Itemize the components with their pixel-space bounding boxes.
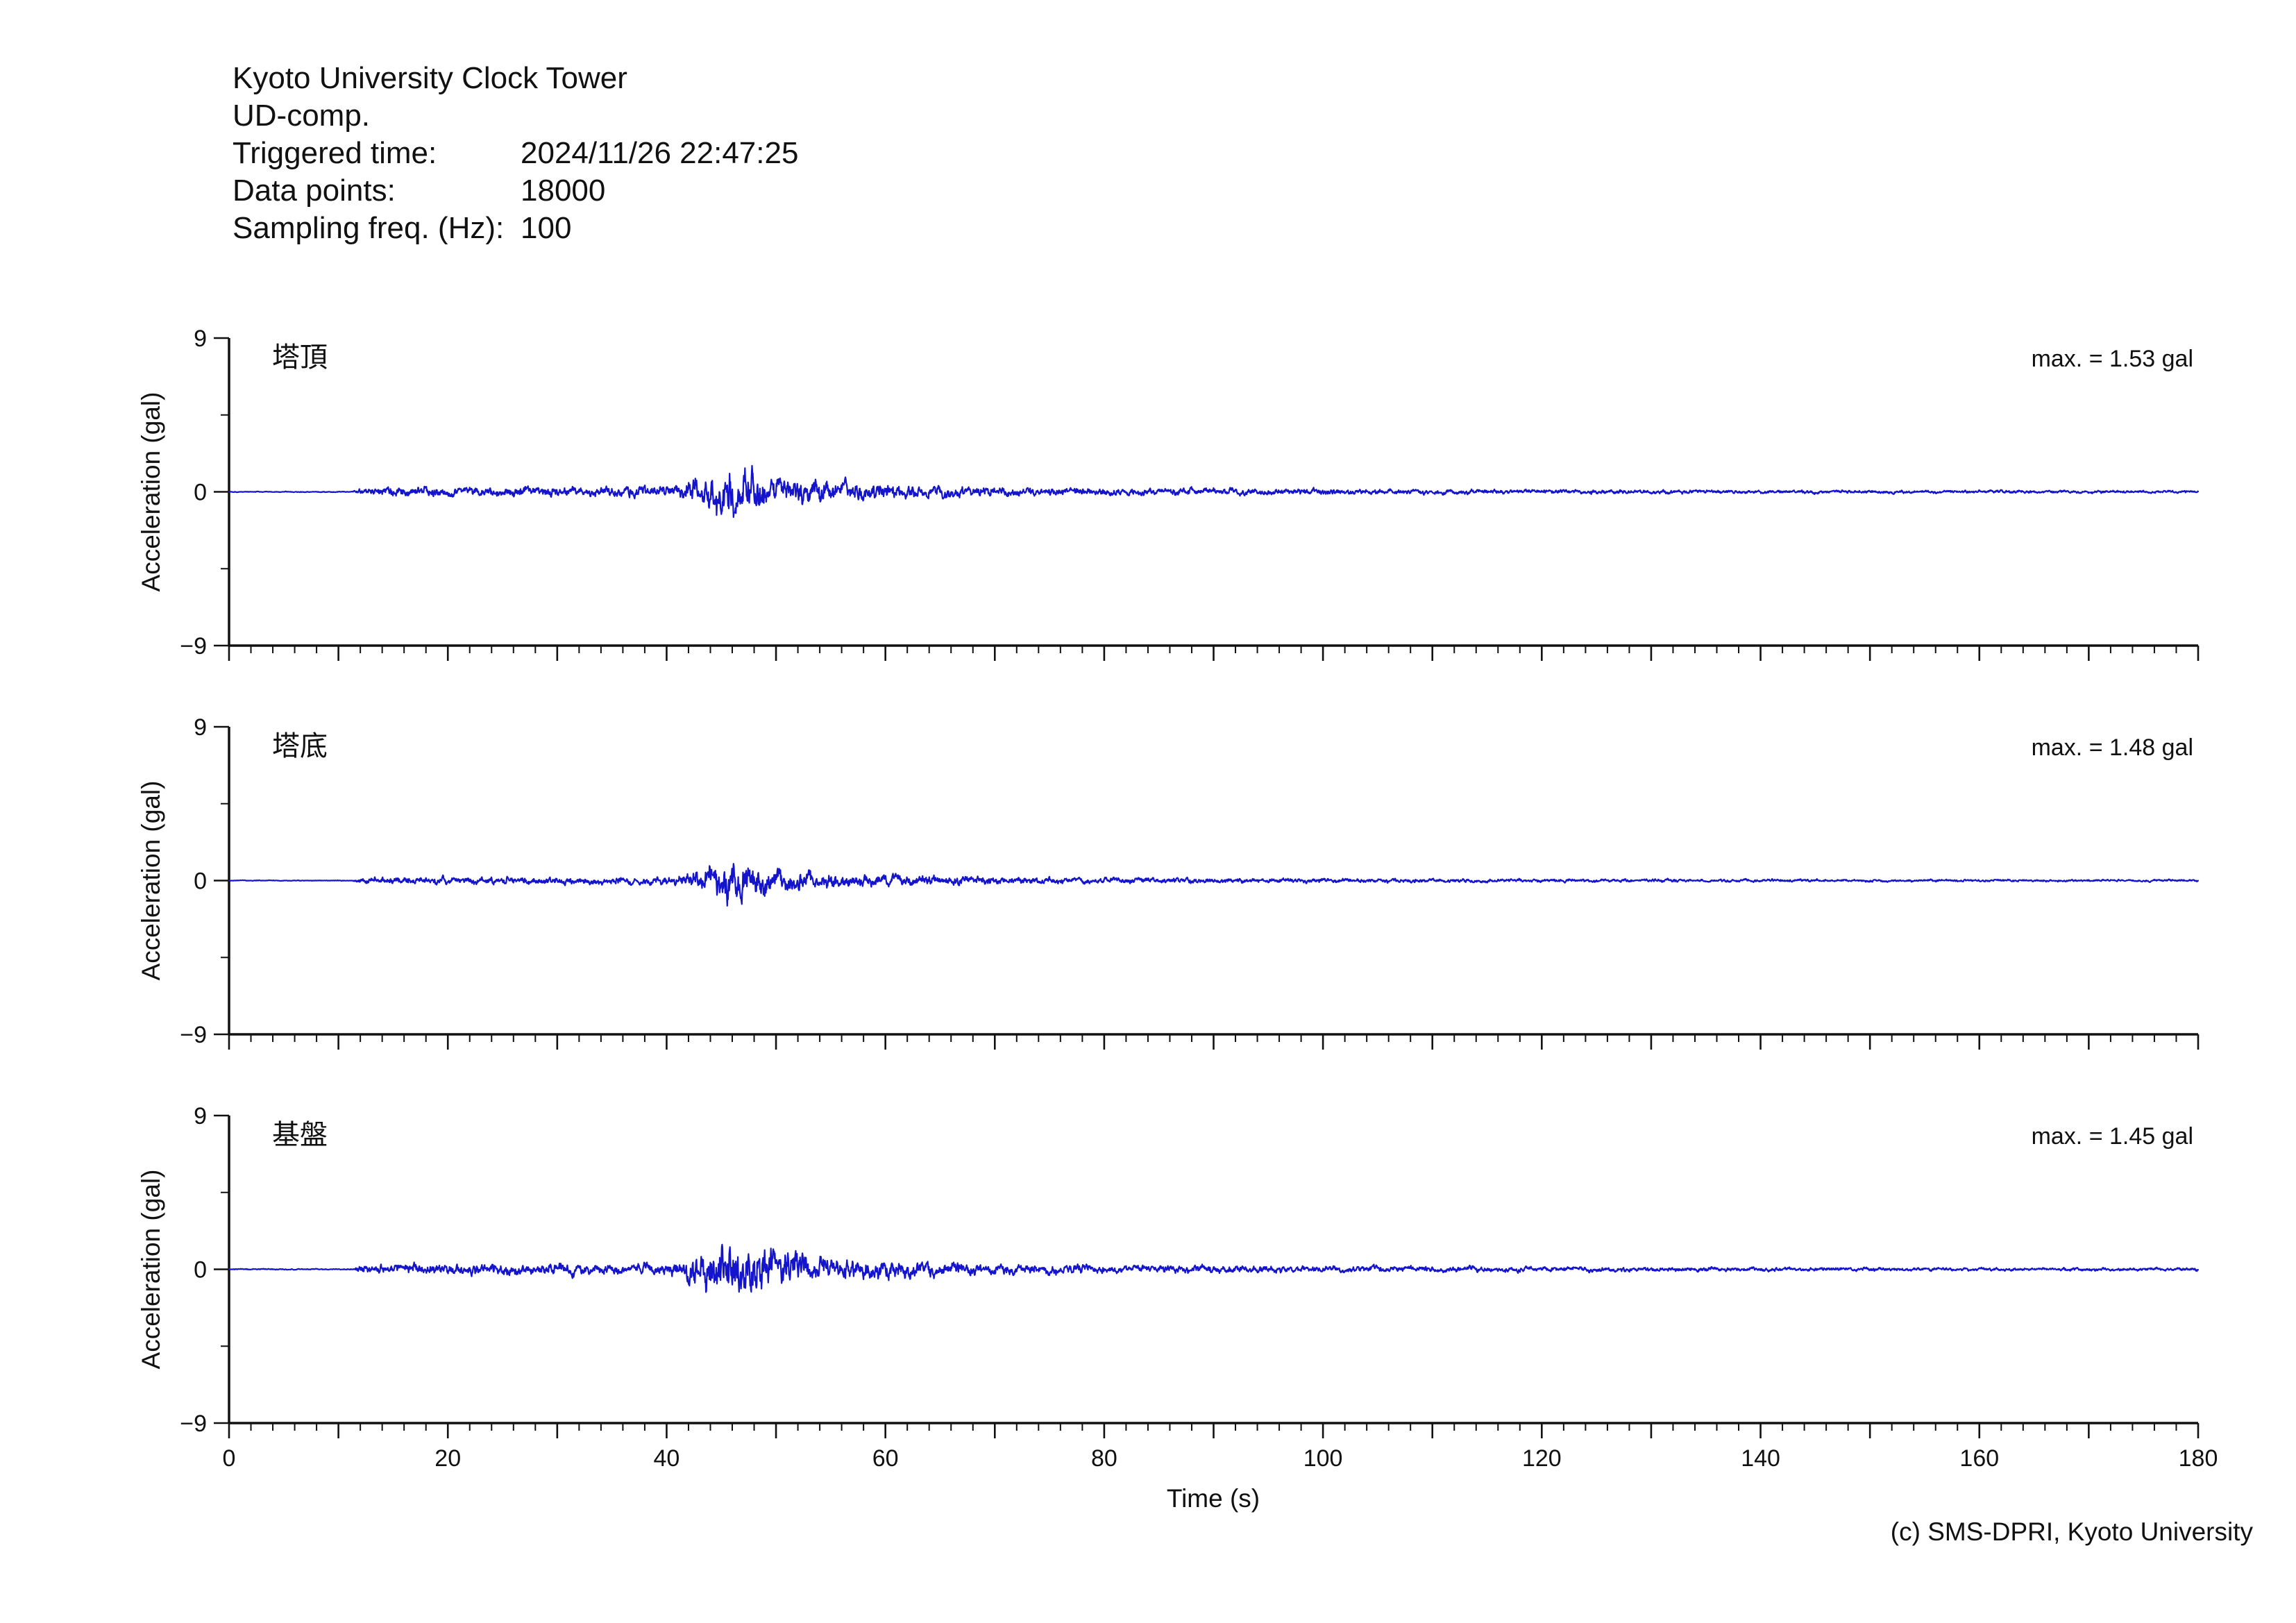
series-label: 塔頂 <box>272 342 328 373</box>
y-tick-labels: 9 0 −9 <box>180 326 207 659</box>
triggered-time-value: 2024/11/26 22:47:25 <box>521 136 799 170</box>
y-tick-label: 9 <box>194 326 207 352</box>
sampling-freq-label: Sampling freq. (Hz): <box>233 211 505 245</box>
y-tick-label: −9 <box>180 1411 207 1437</box>
waveform-trace <box>228 464 2200 519</box>
y-axis-title: Acceleration (gal) <box>137 1170 165 1370</box>
header-info: Kyoto University Clock Tower UD-comp. Tr… <box>233 60 798 247</box>
y-axis-title: Acceleration (gal) <box>137 781 165 981</box>
copyright-credit: (c) SMS-DPRI, Kyoto University <box>1890 1517 2253 1546</box>
x-tick-label: 100 <box>1303 1445 1343 1472</box>
data-points-label: Data points: <box>233 174 396 208</box>
waveform-plot: Acceleration (gal) 塔頂 max. = 1.53 gal 9 0… <box>137 326 2200 661</box>
header-row-data-points: Data points: 18000 <box>233 172 798 210</box>
x-tick-label: 80 <box>1091 1445 1117 1472</box>
max-value-label: max. = 1.48 gal <box>2032 734 2193 761</box>
series-label: 基盤 <box>272 1120 328 1150</box>
sampling-freq-value: 100 <box>521 211 572 245</box>
y-tick-label: 9 <box>194 714 207 741</box>
header-row-triggered-time: Triggered time: 2024/11/26 22:47:25 <box>233 135 798 172</box>
series-label: 塔底 <box>272 731 328 762</box>
header-row-sampling-freq: Sampling freq. (Hz): 100 <box>233 210 798 247</box>
component-label: UD-comp. <box>233 99 371 133</box>
x-tick-label: 20 <box>434 1445 461 1472</box>
max-value-label: max. = 1.53 gal <box>2032 346 2193 372</box>
x-tick-label: 60 <box>872 1445 899 1472</box>
y-tick-label: −9 <box>180 633 207 659</box>
x-tick-label: 180 <box>2179 1445 2218 1472</box>
chart-tower-bottom: Acceleration (gal) 塔底 max. = 1.48 gal 9 0… <box>0 694 2296 1083</box>
x-tick-labels: 0 20 40 60 80 100 120 140 160 180 <box>223 1445 2218 1472</box>
chart-tower-top: Acceleration (gal) 塔頂 max. = 1.53 gal 9 0… <box>0 305 2296 694</box>
x-axis-title: Time (s) <box>1166 1484 1260 1513</box>
y-tick-label: 0 <box>194 1257 207 1284</box>
x-tick-label: 120 <box>1522 1445 1562 1472</box>
data-points-value: 18000 <box>521 174 606 208</box>
chart-foundation: Acceleration (gal) 基盤 max. = 1.45 gal 9 0… <box>0 1083 2296 1482</box>
y-tick-label: 0 <box>194 480 207 506</box>
x-tick-label: 140 <box>1741 1445 1780 1472</box>
waveform-plot: Acceleration (gal) 塔底 max. = 1.48 gal 9 0… <box>137 714 2200 1050</box>
y-tick-labels: 9 0 −9 <box>180 1103 207 1437</box>
max-value-label: max. = 1.45 gal <box>2032 1123 2193 1150</box>
x-tick-label: 0 <box>223 1445 236 1472</box>
station-title: Kyoto University Clock Tower <box>233 61 627 95</box>
waveform-trace <box>228 863 2200 907</box>
x-tick-label: 160 <box>1959 1445 1999 1472</box>
y-ticks <box>214 725 229 1036</box>
y-ticks <box>214 1114 229 1424</box>
waveform-trace <box>228 1243 2200 1293</box>
x-tick-label: 40 <box>654 1445 680 1472</box>
x-ticks <box>228 1423 2200 1438</box>
y-axis-title: Acceleration (gal) <box>137 392 165 592</box>
x-ticks <box>228 646 2200 661</box>
y-tick-labels: 9 0 −9 <box>180 714 207 1048</box>
y-tick-label: 0 <box>194 868 207 895</box>
x-ticks <box>228 1034 2200 1050</box>
triggered-time-label: Triggered time: <box>233 136 437 170</box>
waveform-plot: Acceleration (gal) 基盤 max. = 1.45 gal 9 0… <box>137 1103 2218 1472</box>
y-tick-label: −9 <box>180 1022 207 1048</box>
y-ticks <box>214 337 229 647</box>
y-tick-label: 9 <box>194 1103 207 1129</box>
